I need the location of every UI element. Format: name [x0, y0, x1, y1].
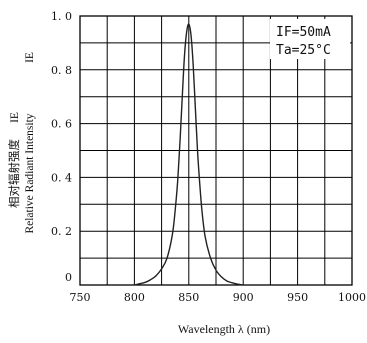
plot-frame — [79, 15, 353, 286]
x-tick-label: 900 — [233, 291, 254, 304]
y-tick-label: 0. 4 — [51, 171, 72, 184]
y-axis-label-group: 相对辐射强度 IE Relative Radiant Intensity IE — [7, 52, 36, 233]
tick-labels: 750 800 850 900 950 1000 0 0. 2 0. 4 0. 6 0. 8 1. 0 — [51, 10, 366, 304]
y-axis-symbol: IE — [24, 52, 36, 63]
y-tick-label: 0. 2 — [51, 225, 72, 238]
series-layer — [134, 23, 244, 286]
y-tick-label: 0. 8 — [51, 64, 72, 77]
annotation-box: IF=50mA Ta=25°C — [270, 19, 350, 59]
x-tick-label: 850 — [178, 291, 199, 304]
y-tick-label: 1. 0 — [51, 10, 72, 23]
x-tick-label: 800 — [124, 291, 145, 304]
y-axis-label-cn: 相对辐射强度 — [7, 139, 21, 208]
annotation-if: IF=50mA — [276, 25, 331, 40]
y-axis-symbol-cn: IE — [9, 112, 21, 123]
x-tick-label: 750 — [70, 291, 91, 304]
x-axis-label: Wavelength λ (nm) — [178, 322, 270, 336]
grid — [80, 16, 352, 285]
series-line — [134, 23, 244, 286]
x-tick-label: 950 — [287, 291, 308, 304]
annotation-ta: Ta=25°C — [276, 43, 331, 58]
y-axis-label: Relative Radiant Intensity — [24, 113, 36, 233]
x-tick-label: 1000 — [338, 291, 366, 304]
y-tick-label: 0 — [65, 271, 72, 284]
y-tick-label: 0. 6 — [51, 118, 72, 131]
